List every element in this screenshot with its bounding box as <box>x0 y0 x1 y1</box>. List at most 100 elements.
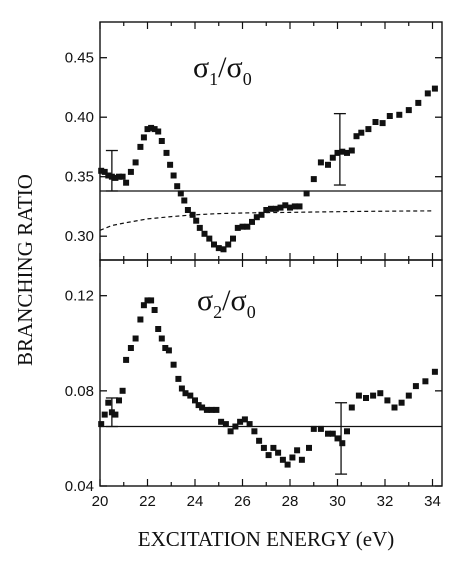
panel-top-data-point <box>211 241 217 248</box>
panel-top-reference-lines <box>99 190 442 231</box>
panel-bottom-data-point <box>105 399 112 406</box>
panel-bottom-data-point <box>208 406 215 413</box>
panel-bottom-data-point <box>151 307 158 313</box>
panel-top-data-point <box>244 223 251 230</box>
panel-top-data-point <box>116 173 122 180</box>
panel-bottom-data-point <box>203 406 210 413</box>
panel-top-data-point <box>317 159 324 166</box>
panel-bottom-data-point <box>329 430 336 437</box>
panel-bottom-data-point <box>158 335 165 342</box>
panel-top-data-point <box>296 203 303 210</box>
panel-bottom-data-point <box>237 418 244 425</box>
panel-bottom-title-sub2: 0 <box>247 302 256 322</box>
panel-top-data-point <box>119 173 126 180</box>
panel-top-data-point <box>220 246 227 253</box>
panel-bottom-data-point <box>294 447 301 454</box>
panel-top-data-point <box>184 207 191 213</box>
panel-top-data-point <box>379 120 386 127</box>
panel-bottom-data-point <box>199 404 206 411</box>
panel-bottom-data-point <box>165 347 172 354</box>
panel-top-data-point <box>424 90 431 97</box>
panel-bottom-frame <box>99 259 443 487</box>
panel-bottom-data-point <box>119 387 126 394</box>
panel-top-data-point <box>253 214 260 221</box>
panel-top-data-point <box>98 167 105 174</box>
x-tick-label: 24 <box>187 493 204 510</box>
x-tick-label: 22 <box>139 493 156 510</box>
panel-top-data-point <box>127 168 134 175</box>
panel-bottom-data-point <box>108 409 115 416</box>
panel-top-data-point <box>140 134 147 141</box>
panel-bottom-data-point <box>317 425 324 432</box>
panel-top-y-tick-label: 0.35 <box>65 169 94 186</box>
panel-bottom-data-point <box>256 437 263 444</box>
panel-bottom-data-point <box>298 456 305 463</box>
panel-bottom-data-point <box>334 435 341 442</box>
panel-top-data-point <box>189 211 196 218</box>
panel-bottom-data-point <box>260 444 267 451</box>
panel-top-y-tick-label: 0.30 <box>65 228 94 245</box>
panel-bottom-data-point <box>218 418 225 425</box>
panel-top-data-point <box>123 179 130 186</box>
panel-bottom: σ2/σ0 0.04 0.08 0.12 <box>65 259 443 495</box>
panel-top-data-point <box>201 230 208 237</box>
panel-top-data-point <box>268 205 274 212</box>
panel-top-data-point <box>105 172 112 179</box>
panel-bottom-data-point <box>116 397 122 404</box>
panel-bottom-data-point <box>405 392 412 399</box>
panel-top-data-point <box>365 126 372 133</box>
panel-top-title-sub1: 1 <box>209 69 218 89</box>
panel-bottom-data-point <box>339 440 346 447</box>
panel-top-data-point <box>287 204 293 211</box>
panel-bottom-points <box>98 297 438 468</box>
panel-bottom-data-point <box>123 356 130 363</box>
x-tick-label: 34 <box>424 493 441 510</box>
panel-bottom-data-point <box>144 297 151 304</box>
panel-bottom-data-point <box>170 361 177 368</box>
panel-bottom-data-point <box>377 390 384 397</box>
panel-top-data-point <box>193 217 200 224</box>
panel-top-data-point <box>215 245 222 252</box>
panel-top-y-tick-label: 0.40 <box>65 109 94 126</box>
panel-top-data-point <box>415 99 422 106</box>
panel-bottom-data-point <box>187 392 194 399</box>
panel-bottom-data-point <box>348 404 355 411</box>
panel-top-data-point <box>282 202 289 209</box>
panel-bottom-data-point <box>148 297 155 304</box>
panel-top-data-point <box>163 149 170 156</box>
panel-bottom-data-point <box>137 316 144 323</box>
panel-top-data-point <box>291 203 298 210</box>
panel-top-frame <box>99 21 443 261</box>
panel-bottom-data-point <box>284 461 291 468</box>
panel-top-data-point <box>230 235 236 242</box>
panel-bottom-data-point <box>265 452 272 459</box>
panel-bottom-data-point <box>213 406 220 413</box>
panel-bottom-data-point <box>101 411 108 418</box>
panel-top-data-point <box>206 235 213 242</box>
panel-top-data-point <box>181 197 188 204</box>
panel-top-data-point <box>334 149 341 156</box>
panel-top-data-point <box>174 183 181 190</box>
panel-top-title: σ1/σ0 <box>193 51 252 89</box>
panel-top-data-point <box>158 138 165 144</box>
panel-top-data-point <box>344 149 350 156</box>
panel-bottom-data-point <box>192 397 198 404</box>
panel-top-data-point <box>396 111 403 118</box>
panel-bottom-data-point <box>279 456 286 463</box>
panel-bottom-x-ticks <box>99 260 434 486</box>
panel-bottom-data-point <box>251 428 258 435</box>
panel-top-data-point <box>325 161 331 168</box>
panel-top-data-point <box>339 148 346 155</box>
panel-bottom-data-point <box>275 449 282 456</box>
panel-bottom-data-point <box>132 335 139 342</box>
panel-top-title-sub2: 0 <box>243 69 252 89</box>
panel-top-data-point <box>177 190 184 197</box>
x-axis-title: EXCITATION ENERGY (eV) <box>138 527 394 551</box>
panel-top-x-ticks <box>99 22 434 260</box>
panel-bottom-data-point <box>162 345 169 351</box>
panel-top-y-tick-label: 0.45 <box>65 50 94 67</box>
x-tick-labels: 20 22 24 26 28 30 32 34 <box>92 493 441 510</box>
panel-bottom-y-ticks: 0.04 0.08 0.12 <box>65 288 442 495</box>
panel-top-data-point <box>249 218 255 225</box>
